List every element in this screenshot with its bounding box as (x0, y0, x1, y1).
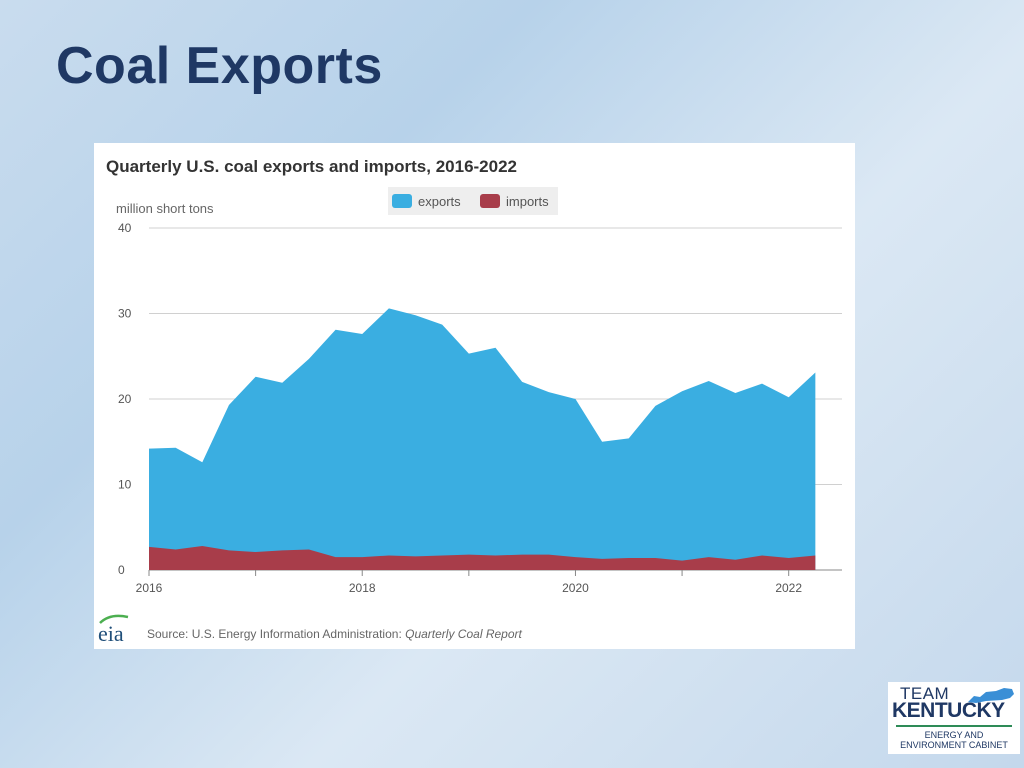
chart-panel: Quarterly U.S. coal exports and imports,… (94, 143, 855, 649)
legend: exports imports (392, 194, 549, 209)
legend-swatch (480, 194, 500, 208)
x-tick-label: 2016 (136, 581, 163, 595)
slide-title: Coal Exports (56, 37, 383, 95)
legend-swatch (392, 194, 412, 208)
y-tick-label: 10 (118, 478, 132, 492)
y-axis-label: million short tons (116, 201, 214, 216)
source-text: Source: U.S. Energy Information Administ… (147, 627, 523, 641)
x-tick-label: 2018 (349, 581, 376, 595)
source-report: Quarterly Coal Report (405, 627, 522, 641)
legend-label: exports (418, 194, 461, 209)
x-axis: 2016 2018 2020 2022 (136, 570, 802, 595)
source-line: eia Source: U.S. Energy Information Admi… (98, 614, 523, 646)
eia-logo-mark (99, 614, 129, 624)
legend-box (388, 187, 558, 215)
y-tick-label: 20 (118, 392, 132, 406)
kentucky-state-icon (968, 688, 1014, 703)
area-exports (149, 308, 816, 570)
area-imports (149, 546, 816, 570)
eia-logo-text: eia (98, 621, 124, 646)
x-tick-label: 2020 (562, 581, 589, 595)
y-tick-label: 40 (118, 221, 132, 235)
logo-rule (896, 725, 1012, 727)
logo-line4: ENVIRONMENT CABINET (900, 740, 1008, 750)
y-axis-ticks: 0 10 20 30 40 (118, 221, 132, 577)
team-kentucky-logo: TEAM KENTUCKY ENERGY AND ENVIRONMENT CAB… (888, 682, 1020, 754)
chart-svg: Quarterly U.S. coal exports and imports,… (98, 157, 842, 646)
x-tick-label: 2022 (775, 581, 802, 595)
y-tick-label: 0 (118, 563, 125, 577)
chart-title: Quarterly U.S. coal exports and imports,… (106, 157, 517, 176)
source-label: Source: U.S. Energy Information Administ… (147, 627, 405, 641)
legend-label: imports (506, 194, 549, 209)
logo-team: TEAM (900, 684, 950, 703)
logo-line3: ENERGY AND (924, 730, 984, 740)
area-series (149, 308, 816, 570)
y-tick-label: 30 (118, 307, 132, 321)
logo-kentucky: KENTUCKY (892, 699, 1005, 722)
